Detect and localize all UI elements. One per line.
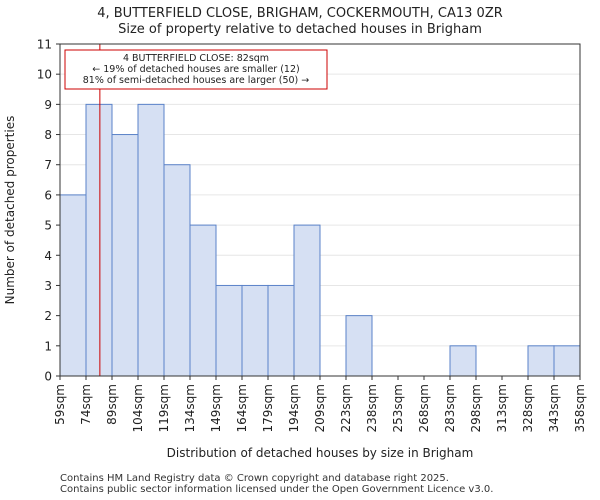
x-tick-label: 283sqm (443, 384, 457, 432)
y-tick-label: 6 (44, 188, 52, 202)
y-tick-label: 9 (44, 98, 52, 112)
x-tick-label: 358sqm (573, 384, 587, 432)
y-tick-label: 4 (44, 249, 52, 263)
annotation-line1: 4 BUTTERFIELD CLOSE: 82sqm (123, 53, 269, 64)
x-tick-label: 209sqm (313, 384, 327, 432)
x-tick-label: 298sqm (469, 384, 483, 432)
x-tick-label: 343sqm (547, 384, 561, 432)
footer-line1: Contains HM Land Registry data © Crown c… (60, 473, 449, 484)
x-tick-label: 179sqm (261, 384, 275, 432)
y-tick-label: 5 (44, 219, 52, 233)
histogram-bar (553, 345, 581, 377)
annotation-line2: ← 19% of detached houses are smaller (12… (92, 64, 299, 75)
x-tick-label: 149sqm (209, 384, 223, 432)
x-tick-label: 164sqm (235, 384, 249, 432)
histogram-bar (449, 345, 477, 377)
histogram-bar (293, 224, 321, 377)
chart-title-line1: 4, BUTTERFIELD CLOSE, BRIGHAM, COCKERMOU… (97, 6, 503, 21)
y-tick-label: 10 (37, 68, 52, 82)
histogram-bar (345, 315, 373, 377)
chart-title-line2: Size of property relative to detached ho… (118, 22, 482, 37)
x-tick-label: 59sqm (53, 384, 67, 425)
x-tick-label: 268sqm (417, 384, 431, 432)
x-tick-label: 134sqm (183, 384, 197, 432)
x-tick-label: 89sqm (105, 384, 119, 425)
histogram-bar (267, 284, 295, 377)
histogram-bar (527, 345, 555, 377)
y-tick-label: 3 (44, 279, 52, 293)
histogram-bar (189, 224, 217, 377)
y-tick-label: 7 (44, 158, 52, 172)
annotation-line3: 81% of semi-detached houses are larger (… (83, 75, 310, 86)
y-tick-label: 1 (44, 339, 52, 353)
x-tick-label: 253sqm (391, 384, 405, 432)
histogram-bar (215, 284, 243, 377)
footer-line2: Contains public sector information licen… (60, 484, 494, 495)
histogram-bar (241, 284, 269, 377)
x-tick-label: 238sqm (365, 384, 379, 432)
histogram-bar (59, 194, 87, 377)
x-tick-label: 74sqm (79, 384, 93, 425)
y-tick-label: 2 (44, 309, 52, 323)
x-tick-label: 223sqm (339, 384, 353, 432)
histogram-bar (163, 164, 191, 377)
x-tick-label: 119sqm (157, 384, 171, 432)
x-tick-label: 328sqm (521, 384, 535, 432)
histogram-bar (111, 134, 139, 377)
annotation-box: 4 BUTTERFIELD CLOSE: 82sqm ← 19% of deta… (64, 49, 328, 90)
x-tick-label: 104sqm (131, 384, 145, 432)
y-axis-label: Number of detached properties (3, 116, 17, 305)
histogram-bar (85, 103, 113, 377)
y-tick-label: 8 (44, 128, 52, 142)
y-tick-label: 0 (44, 370, 52, 384)
x-axis-label: Distribution of detached houses by size … (167, 446, 474, 460)
y-tick-label: 11 (37, 38, 52, 52)
x-tick-label: 194sqm (287, 384, 301, 432)
x-tick-label: 313sqm (495, 384, 509, 432)
histogram-bar (137, 103, 165, 377)
